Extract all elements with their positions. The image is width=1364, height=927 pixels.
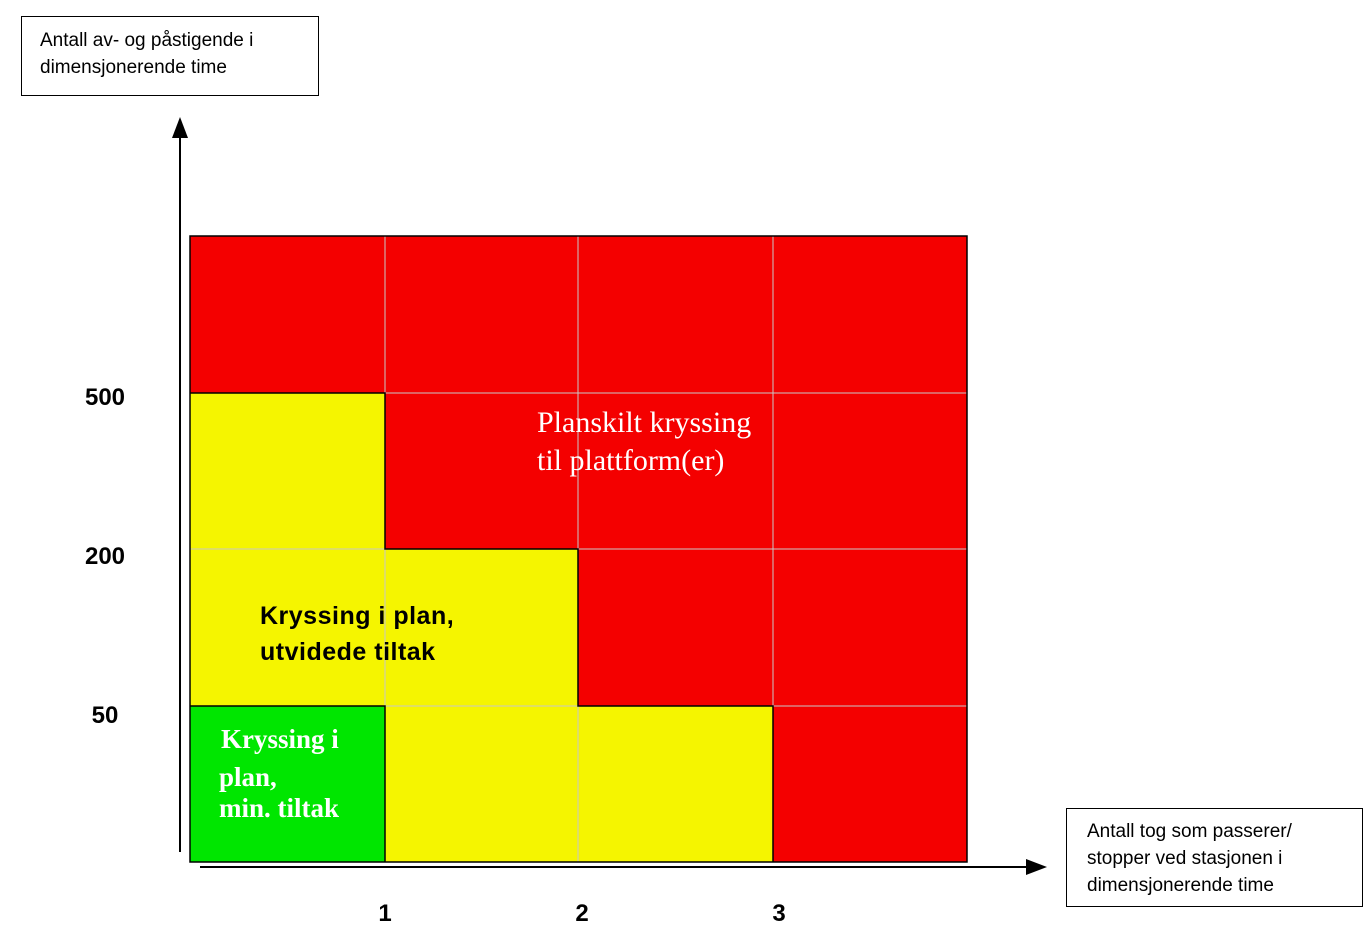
green-zone-label-line-2: plan, <box>219 762 277 792</box>
x-axis-title-line-3: dimensjonerende time <box>1087 875 1274 896</box>
red-zone-label-line-1: Planskilt kryssing <box>537 406 751 439</box>
y-axis-title-box: Antall av- og påstigende i dimensjoneren… <box>21 16 319 96</box>
cell-red-r2-c2 <box>385 393 578 549</box>
yellow-zone-label-line-1: Kryssing i plan, <box>260 602 454 630</box>
cell-red-r2-c4 <box>773 393 967 549</box>
x-tick-1: 1 <box>378 900 391 927</box>
zone-borders <box>189 235 968 863</box>
green-zone-border <box>190 705 386 862</box>
cell-yellow-r4-c3 <box>578 706 773 862</box>
cell-red-r2-c3 <box>578 393 773 549</box>
x-axis-title-line-1: Antall tog som passerer/ <box>1087 821 1292 842</box>
cell-yellow-r3-c2 <box>385 549 578 706</box>
y-tick-500: 500 <box>85 384 125 411</box>
y-tick-50: 50 <box>92 702 119 729</box>
red-zone-label-line-2: til plattform(er) <box>537 444 724 477</box>
cell-red-r1-c1 <box>190 236 385 393</box>
cell-red-r1-c4 <box>773 236 967 393</box>
zone-grid <box>190 236 967 862</box>
cell-red-r4-c4 <box>773 706 967 862</box>
x-tick-2: 2 <box>575 900 588 927</box>
y-axis-title-line-1: Antall av- og påstigende i <box>40 30 254 51</box>
x-axis-title-line-2: stopper ved stasjonen i <box>1087 848 1283 869</box>
red-zone-border <box>190 392 774 862</box>
x-tick-3: 3 <box>772 900 785 927</box>
cell-red-r1-c3 <box>578 236 773 393</box>
y-axis-title-line-2: dimensjonerende time <box>40 57 227 78</box>
yellow-zone-label-line-2: utvidede tiltak <box>260 638 436 666</box>
x-axis-arrowhead <box>1026 859 1047 875</box>
green-zone-label-line-1: Kryssing i <box>221 724 339 754</box>
cell-red-r3-c3 <box>578 549 773 706</box>
x-axis-title-box: Antall tog som passerer/ stopper ved sta… <box>1066 808 1363 907</box>
cell-yellow-r4-c2 <box>385 706 578 862</box>
green-zone-label-line-3: min. tiltak <box>219 793 339 823</box>
matrix-border <box>189 235 968 863</box>
cell-red-r1-c2 <box>385 236 578 393</box>
y-tick-200: 200 <box>85 543 125 570</box>
cell-red-r3-c4 <box>773 549 967 706</box>
cell-green-r4-c1 <box>190 706 385 862</box>
y-axis-arrowhead <box>172 117 188 138</box>
cell-yellow-r2-c1 <box>190 393 385 549</box>
cell-yellow-r3-c1 <box>190 549 385 706</box>
axes <box>179 136 1027 868</box>
